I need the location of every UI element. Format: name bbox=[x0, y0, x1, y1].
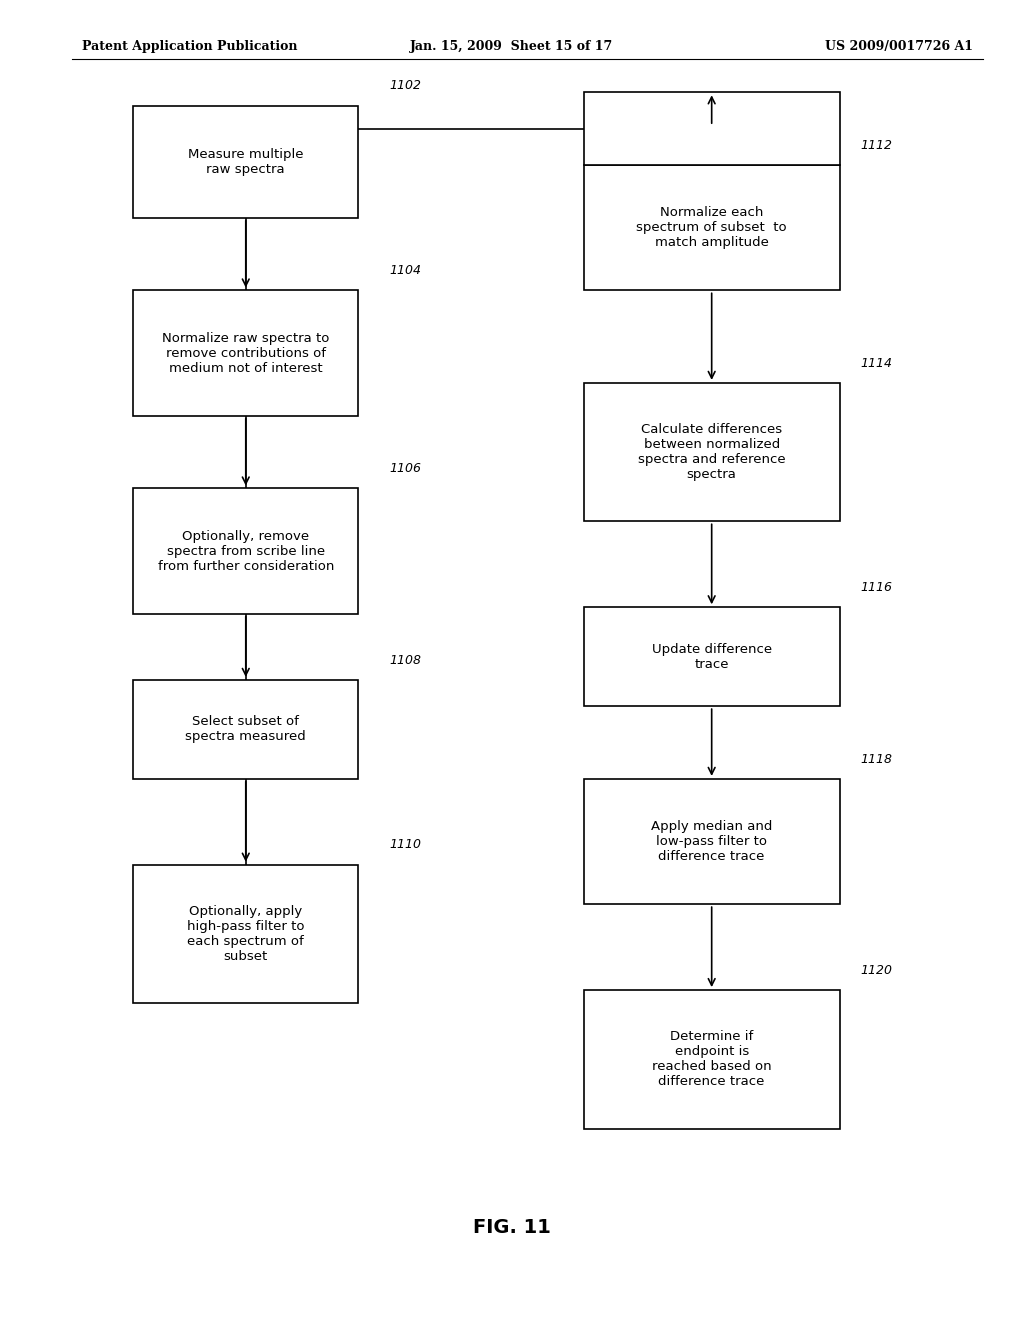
Text: 1118: 1118 bbox=[860, 752, 892, 766]
Text: FIG. 11: FIG. 11 bbox=[473, 1218, 551, 1237]
Text: 1106: 1106 bbox=[389, 462, 421, 475]
Text: 1102: 1102 bbox=[389, 79, 421, 92]
FancyBboxPatch shape bbox=[133, 106, 358, 218]
Text: Update difference
trace: Update difference trace bbox=[651, 643, 772, 671]
FancyBboxPatch shape bbox=[584, 165, 840, 290]
FancyBboxPatch shape bbox=[584, 383, 840, 521]
Text: Normalize each
spectrum of subset  to
match amplitude: Normalize each spectrum of subset to mat… bbox=[636, 206, 787, 249]
FancyBboxPatch shape bbox=[584, 92, 840, 165]
FancyBboxPatch shape bbox=[133, 680, 358, 779]
FancyBboxPatch shape bbox=[133, 488, 358, 614]
FancyBboxPatch shape bbox=[133, 865, 358, 1003]
Text: US 2009/0017726 A1: US 2009/0017726 A1 bbox=[824, 40, 973, 53]
FancyBboxPatch shape bbox=[584, 779, 840, 904]
FancyBboxPatch shape bbox=[584, 607, 840, 706]
Text: 1116: 1116 bbox=[860, 581, 892, 594]
Text: Apply median and
low-pass filter to
difference trace: Apply median and low-pass filter to diff… bbox=[651, 820, 772, 863]
Text: 1114: 1114 bbox=[860, 356, 892, 370]
FancyBboxPatch shape bbox=[584, 990, 840, 1129]
Text: Patent Application Publication: Patent Application Publication bbox=[82, 40, 297, 53]
Text: 1108: 1108 bbox=[389, 653, 421, 667]
Text: Select subset of
spectra measured: Select subset of spectra measured bbox=[185, 715, 306, 743]
FancyBboxPatch shape bbox=[133, 290, 358, 416]
Text: 1104: 1104 bbox=[389, 264, 421, 277]
Text: Optionally, remove
spectra from scribe line
from further consideration: Optionally, remove spectra from scribe l… bbox=[158, 529, 334, 573]
Text: Normalize raw spectra to
remove contributions of
medium not of interest: Normalize raw spectra to remove contribu… bbox=[162, 331, 330, 375]
Text: Jan. 15, 2009  Sheet 15 of 17: Jan. 15, 2009 Sheet 15 of 17 bbox=[411, 40, 613, 53]
Text: Measure multiple
raw spectra: Measure multiple raw spectra bbox=[188, 148, 303, 176]
Text: 1112: 1112 bbox=[860, 139, 892, 152]
Text: Determine if
endpoint is
reached based on
difference trace: Determine if endpoint is reached based o… bbox=[652, 1031, 771, 1088]
Text: Calculate differences
between normalized
spectra and reference
spectra: Calculate differences between normalized… bbox=[638, 424, 785, 480]
Text: Optionally, apply
high-pass filter to
each spectrum of
subset: Optionally, apply high-pass filter to ea… bbox=[187, 906, 304, 962]
Text: 1120: 1120 bbox=[860, 964, 892, 977]
Text: 1110: 1110 bbox=[389, 838, 421, 851]
